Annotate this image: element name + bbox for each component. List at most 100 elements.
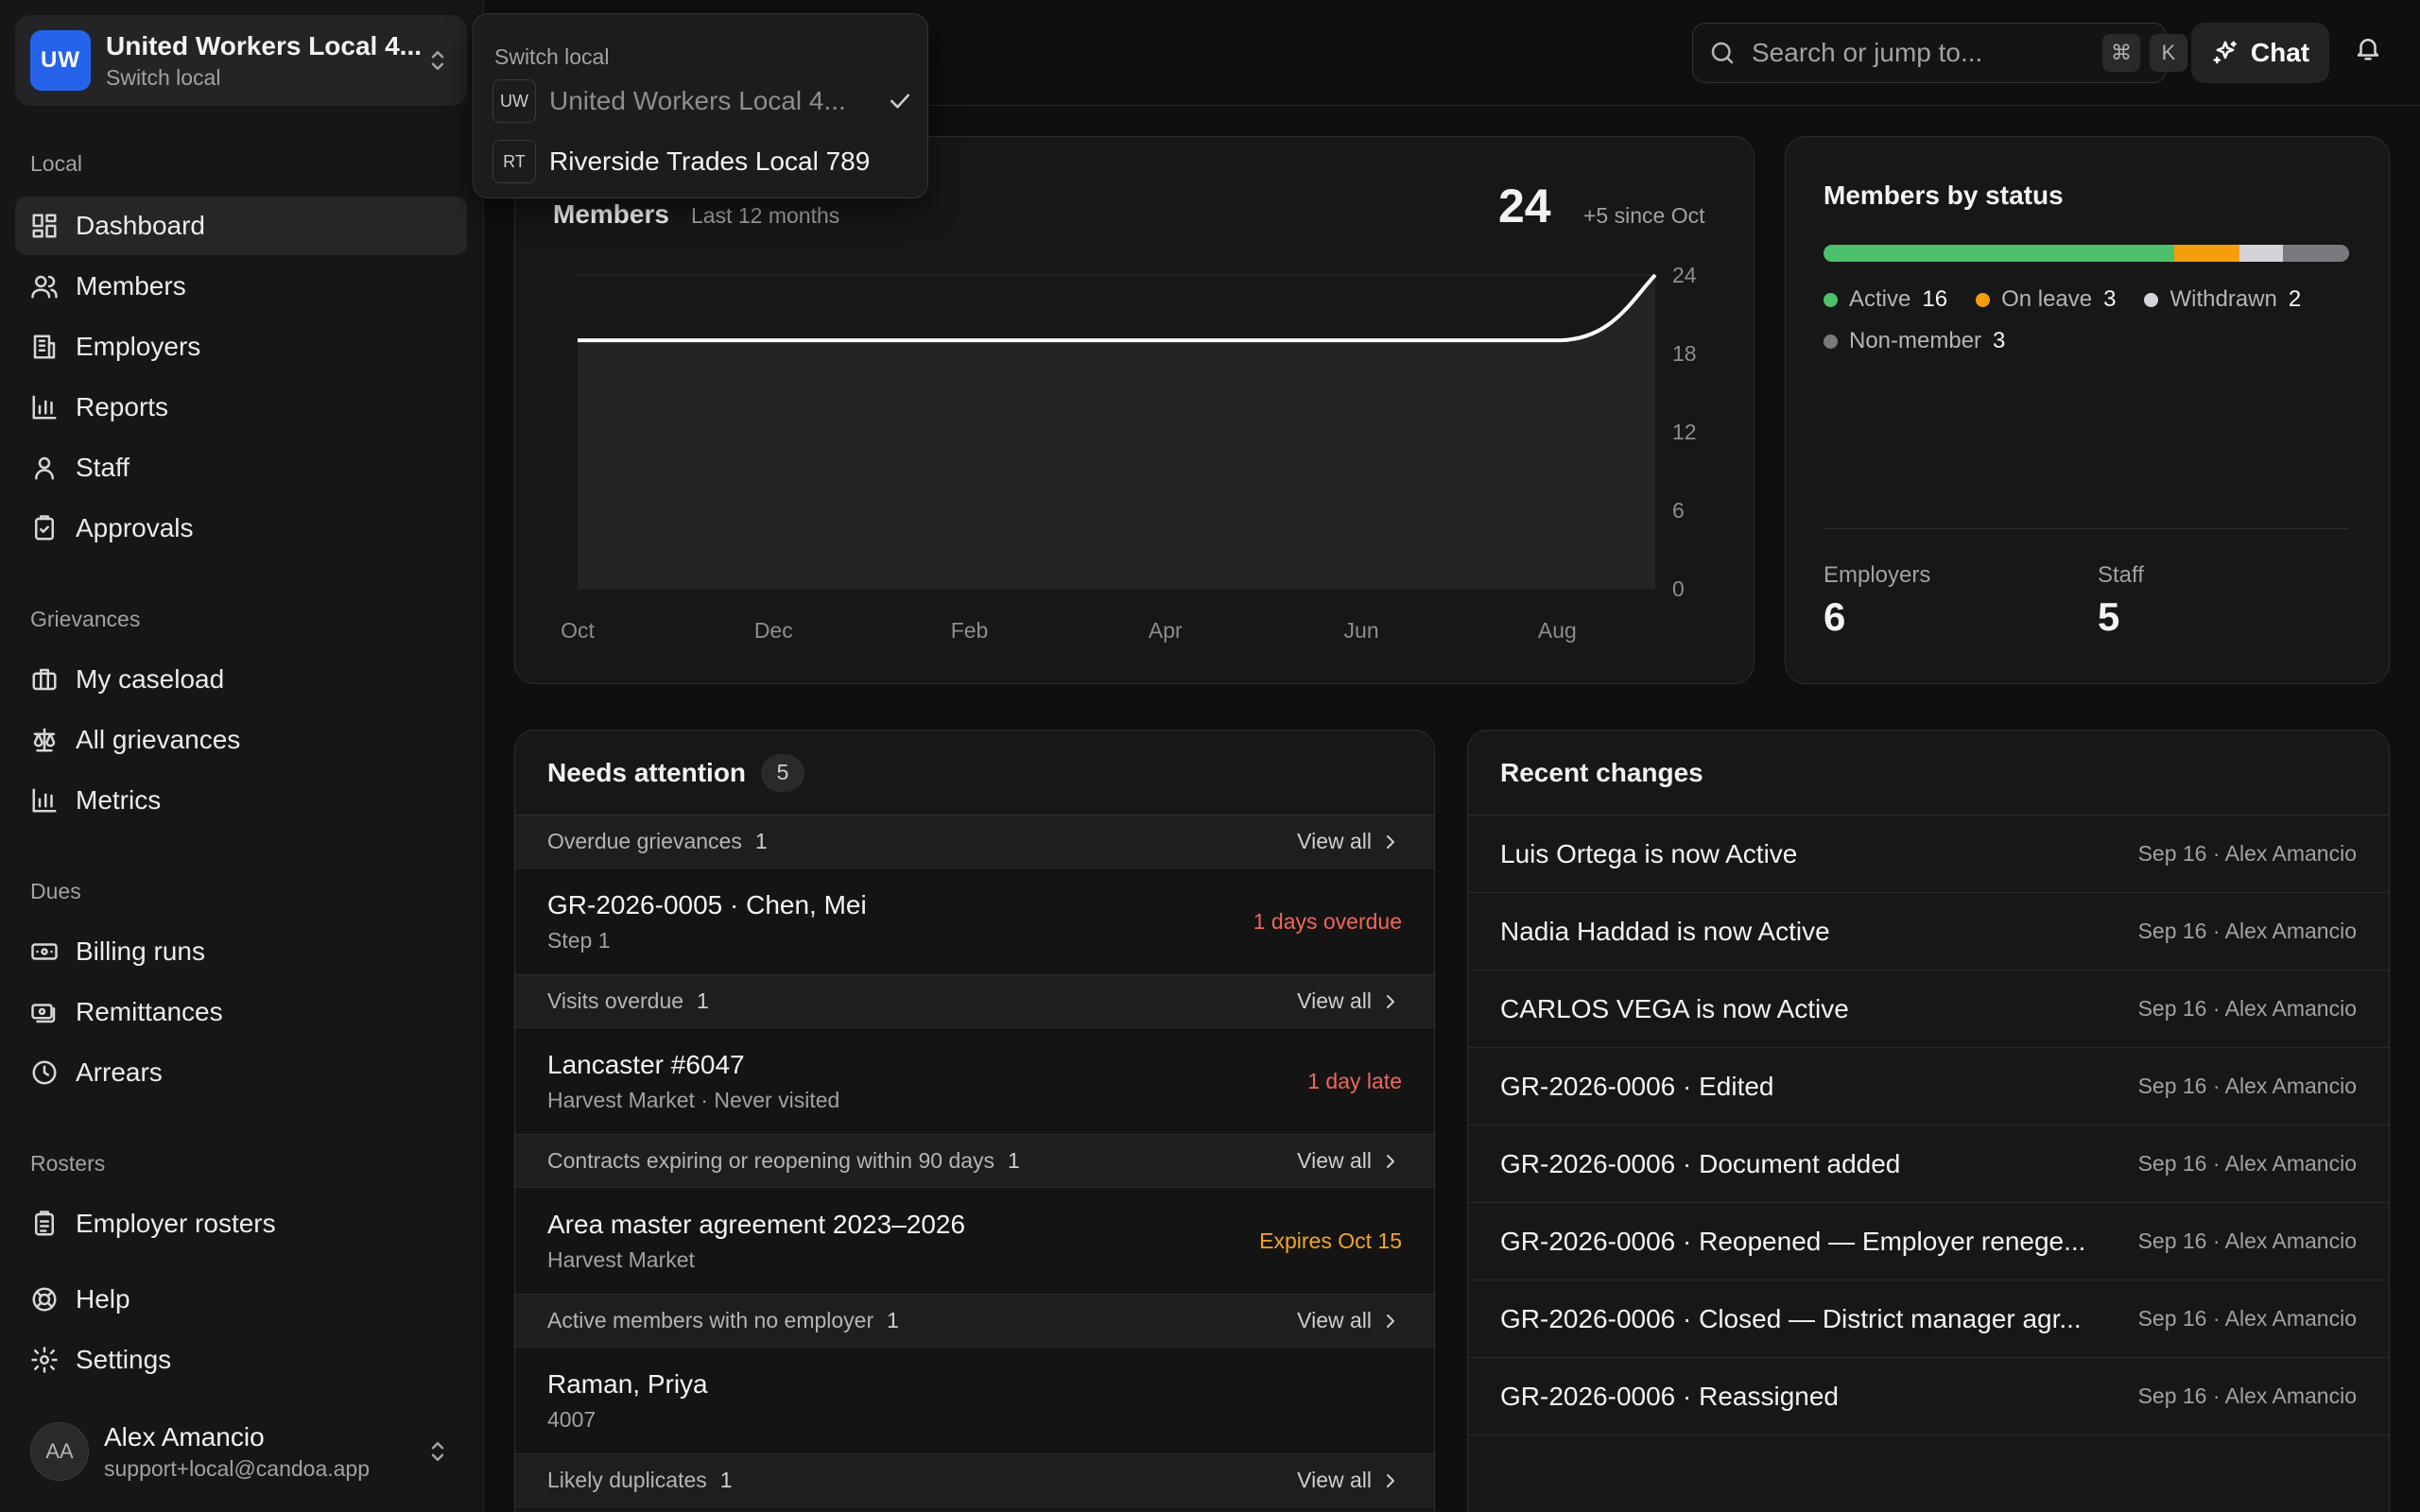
change-text: Luis Ortega is now Active — [1500, 838, 1798, 868]
sidebar-item-my-caseload[interactable]: My caseload — [15, 650, 467, 709]
attention-item[interactable]: Area master agreement 2023–2026 Harvest M… — [515, 1188, 1434, 1295]
org-switcher-button[interactable]: UW United Workers Local 4... Switch loca… — [15, 15, 467, 106]
user-email: support+local@candoa.app — [104, 1455, 371, 1481]
attention-list: Overdue grievances 1 View all GR-2026-0005 … — [515, 816, 1434, 1507]
attention-item-main: Area master agreement 2023–2026 Harvest M… — [547, 1210, 1259, 1273]
legend-dot — [2144, 292, 2159, 307]
attention-item-sub: Step 1 — [547, 927, 611, 953]
chevron-up-down-icon — [424, 46, 452, 75]
change-row[interactable]: Luis Ortega is now Active Sep 16 · Alex A… — [1468, 816, 2389, 893]
status-bar — [1824, 245, 2349, 262]
search-box[interactable]: ⌘ K — [1692, 23, 2187, 83]
legend-dot — [1976, 292, 1991, 307]
bell-icon[interactable] — [2354, 34, 2382, 62]
x-tick-label: Jun — [1344, 618, 1379, 643]
legend-item: Withdrawn 2 — [2144, 286, 2301, 313]
status-segment-active — [1824, 245, 2174, 262]
change-text: GR-2026-0006 · Closed — District manager… — [1500, 1303, 2082, 1333]
view-all-link[interactable]: View all — [1297, 1308, 1402, 1333]
sidebar-item-remittances[interactable]: Remittances — [15, 983, 467, 1041]
attention-header: Needs attention 5 — [515, 730, 1434, 816]
change-row[interactable]: GR-2026-0006 · Reassigned Sep 16 · Alex A… — [1468, 1358, 2389, 1435]
sidebar-item-settings[interactable]: Settings — [15, 1331, 467, 1389]
change-meta: Sep 16 · Alex Amancio — [2137, 1074, 2357, 1098]
sidebar-item-label: Help — [76, 1284, 130, 1314]
members-chart-card: Members Last 12 months 24 +5 since Oct 2… — [514, 136, 1754, 684]
attention-item[interactable]: Lancaster #6047 Harvest Market · Never vi… — [515, 1028, 1434, 1135]
attention-item-tag: Expires Oct 15 — [1259, 1228, 1402, 1253]
sidebar-item-billing-runs[interactable]: Billing runs — [15, 922, 467, 981]
sidebar-item-label: Arrears — [76, 1057, 163, 1087]
view-all-link[interactable]: View all — [1297, 829, 1402, 854]
group-count: 1 — [887, 1308, 899, 1332]
x-tick-label: Dec — [754, 618, 793, 643]
group-count: 1 — [697, 988, 709, 1013]
attention-group-header: Visits overdue 1 View all — [515, 975, 1434, 1028]
chart-area — [578, 275, 1655, 589]
x-tick-label: Oct — [561, 618, 595, 643]
divider — [1824, 528, 2349, 529]
view-all-link[interactable]: View all — [1297, 1468, 1402, 1493]
sidebar-item-members[interactable]: Members — [15, 257, 467, 316]
change-meta: Sep 16 · Alex Amancio — [2137, 1151, 2357, 1176]
sidebar-item-metrics[interactable]: Metrics — [15, 771, 467, 830]
sidebar-item-help[interactable]: Help — [15, 1270, 467, 1329]
sidebar-item-dashboard[interactable]: Dashboard — [15, 197, 467, 255]
sidebar-item-staff[interactable]: Staff — [15, 438, 467, 497]
sidebar-item-label: Employer rosters — [76, 1209, 276, 1238]
local-name: United Workers Local 4... — [549, 86, 846, 115]
legend-dot — [1824, 292, 1838, 307]
change-row[interactable]: GR-2026-0006 · Document added Sep 16 · Al… — [1468, 1125, 2389, 1203]
change-meta: Sep 16 · Alex Amancio — [2137, 841, 2357, 866]
view-all-link[interactable]: View all — [1297, 1148, 1402, 1174]
changes-title: Recent changes — [1500, 757, 1703, 787]
sidebar-item-approvals[interactable]: Approvals — [15, 499, 467, 558]
chevron-right-icon — [1379, 1310, 1402, 1332]
sidebar-item-employer-rosters[interactable]: Employer rosters — [15, 1194, 467, 1253]
view-all-link[interactable]: View all — [1297, 988, 1402, 1014]
sidebar-item-arrears[interactable]: Arrears — [15, 1043, 467, 1102]
sparkles-icon — [2211, 39, 2239, 67]
y-tick-label: 6 — [1672, 498, 1685, 523]
top-header: ⌘ K Chat — [484, 0, 2420, 106]
change-row[interactable]: GR-2026-0006 · Closed — District manager… — [1468, 1280, 2389, 1358]
local-badge: RT — [493, 140, 536, 183]
sidebar-item-label: Members — [76, 271, 186, 301]
attention-item[interactable]: GR-2026-0005 · Chen, Mei Step 1 1 days ove… — [515, 868, 1434, 975]
change-row[interactable]: GR-2026-0006 · Reopened — Employer reneg… — [1468, 1203, 2389, 1280]
attention-item[interactable]: Raman, Priya 4007 — [515, 1348, 1434, 1454]
legend-label: Non-member — [1849, 328, 1982, 353]
sidebar-item-employers[interactable]: Employers — [15, 318, 467, 376]
legend-count: 2 — [2288, 286, 2302, 312]
search-input[interactable] — [1752, 38, 2093, 68]
chat-button[interactable]: Chat — [2191, 23, 2329, 83]
x-tick-label: Apr — [1149, 618, 1183, 643]
view-all-label: View all — [1297, 988, 1372, 1013]
legend-label: Withdrawn — [2169, 286, 2277, 312]
chevron-right-icon — [1379, 831, 1402, 853]
staff-label: Staff — [2098, 562, 2144, 588]
change-text: GR-2026-0006 · Edited — [1500, 1071, 1774, 1101]
change-row[interactable]: Nadia Haddad is now Active Sep 16 · Alex … — [1468, 893, 2389, 971]
dropdown-item-united-workers[interactable]: UW United Workers Local 4... — [493, 77, 914, 126]
kbd-k: K — [2150, 34, 2187, 72]
scale-icon — [30, 726, 59, 754]
dropdown-item-riverside-trades[interactable]: RT Riverside Trades Local 789 — [493, 137, 914, 186]
change-row[interactable]: GR-2026-0006 · Edited Sep 16 · Alex Amanc… — [1468, 1048, 2389, 1125]
local-badge: UW — [493, 79, 536, 123]
attention-item-sub: Harvest Market · Never visited — [547, 1087, 840, 1112]
change-row[interactable]: CARLOS VEGA is now Active Sep 16 · Alex A… — [1468, 971, 2389, 1048]
sidebar-item-all-grievances[interactable]: All grievances — [15, 711, 467, 769]
sidebar-item-reports[interactable]: Reports — [15, 378, 467, 437]
members-card-title: Members — [553, 199, 669, 229]
user-menu-button[interactable]: AA Alex Amancio support+local@candoa.app — [15, 1412, 467, 1491]
lifebuoy-icon — [30, 1285, 59, 1314]
legend-count: 3 — [1993, 328, 2006, 353]
user-text: Alex Amancio support+local@candoa.app — [104, 1422, 424, 1482]
change-text: Nadia Haddad is now Active — [1500, 916, 1830, 946]
sidebar-item-label: My caseload — [76, 664, 225, 694]
nav-section-grievances: Grievances — [30, 607, 141, 631]
status-segment-non-member — [2283, 245, 2349, 262]
status-segment-withdrawn — [2239, 245, 2284, 262]
local-name: Riverside Trades Local 789 — [549, 146, 871, 176]
